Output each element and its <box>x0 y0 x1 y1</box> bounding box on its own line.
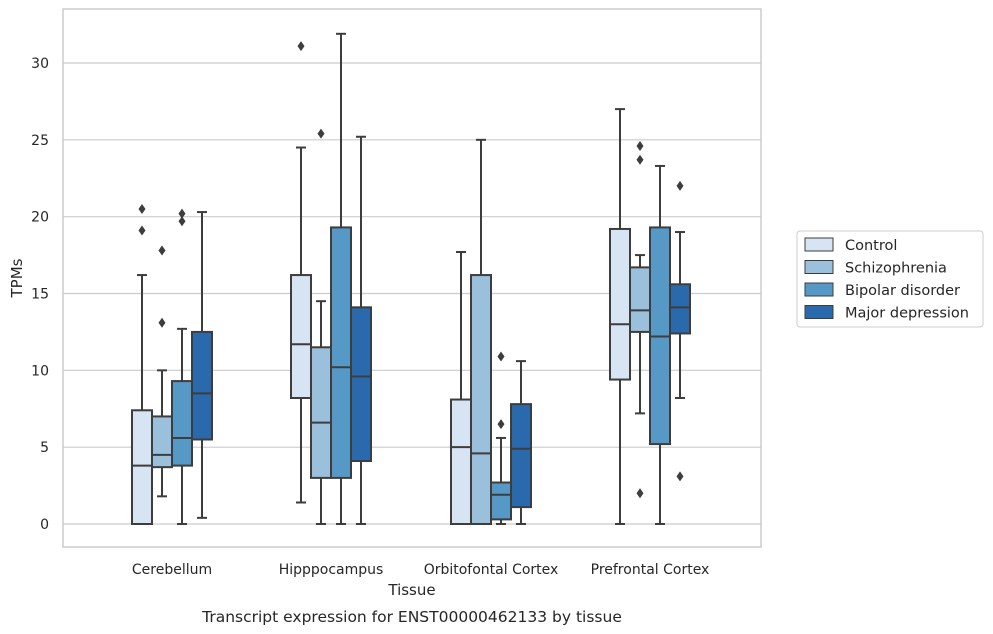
legend-label: Bipolar disorder <box>845 283 960 299</box>
outlier-diamond <box>158 245 166 256</box>
outlier-diamond <box>317 128 325 139</box>
outlier-diamond <box>636 488 644 499</box>
x-tick-label: Cerebellum <box>132 562 212 578</box>
x-tick-labels: Cerebellum Hipppocampus Orbitofontal Corte… <box>132 562 709 578</box>
outlier-diamond <box>158 317 166 328</box>
x-tick-label: Hipppocampus <box>279 562 384 578</box>
y-tick-label: 25 <box>31 133 49 149</box>
outlier-diamond <box>178 208 186 219</box>
outlier-diamond <box>138 203 146 214</box>
box-series <box>131 32 691 525</box>
y-tick-label: 10 <box>31 363 49 379</box>
box-iqr <box>629 266 651 333</box>
box-3-0 <box>609 108 631 525</box>
box-1-2 <box>330 32 352 525</box>
legend: Control Schizophrenia Bipolar disorder Majo… <box>796 230 984 328</box>
outlier-diamond <box>497 419 505 430</box>
x-axis-label: Tissue <box>387 581 435 599</box>
y-tick-labels: 0 5 10 15 20 25 30 <box>31 56 49 533</box>
box-2-0 <box>450 251 472 525</box>
box-iqr <box>131 409 153 525</box>
y-tick-label: 30 <box>31 56 49 72</box>
legend-swatch <box>804 260 834 274</box>
box-iqr <box>609 227 631 381</box>
box-iqr <box>470 274 492 525</box>
outlier-diamond <box>636 140 644 151</box>
outlier-diamond <box>178 216 186 227</box>
outlier-diamond <box>497 351 505 362</box>
legend-swatch <box>804 305 834 319</box>
box-3-2 <box>649 164 671 525</box>
outlier-diamond <box>676 471 684 482</box>
box-iqr <box>290 274 312 399</box>
legend-label: Control <box>845 238 897 254</box>
box-iqr <box>310 346 332 479</box>
x-tick-label: Prefrontal Cortex <box>591 562 710 578</box>
y-tick-label: 15 <box>31 287 49 303</box>
legend-swatch <box>804 282 834 297</box>
box-0-3 <box>191 211 213 519</box>
box-iqr <box>510 403 532 509</box>
outlier-diamond <box>676 180 684 191</box>
box-iqr <box>330 226 352 479</box>
legend-entries: Control Schizophrenia Bipolar disorder Majo… <box>804 237 969 322</box>
box-iqr <box>450 398 472 525</box>
y-axis-label: TPMs <box>8 258 26 298</box>
box-iqr <box>669 283 691 335</box>
legend-label: Major depression <box>845 306 969 322</box>
box-2-2 <box>490 351 512 525</box>
legend-swatch <box>804 237 834 252</box>
box-2-1 <box>470 138 492 525</box>
plot-frame <box>62 8 762 548</box>
outlier-diamond <box>138 225 146 236</box>
box-0-1 <box>151 245 173 498</box>
y-tick-label: 20 <box>31 210 49 226</box>
box-iqr <box>151 415 173 469</box>
chart-caption: Transcript expression for ENST0000046213… <box>201 608 622 626</box>
legend-label: Schizophrenia <box>845 261 947 277</box>
legend-frame <box>796 230 984 328</box>
box-iqr <box>490 481 512 521</box>
outlier-diamond <box>297 41 305 52</box>
box-0-0 <box>131 203 153 525</box>
box-3-3 <box>669 180 691 482</box>
box-iqr <box>350 306 372 462</box>
x-tick-label: Orbitofontal Cortex <box>424 562 559 578</box>
box-iqr <box>171 380 193 467</box>
box-1-3 <box>350 135 372 525</box>
box-iqr <box>191 330 213 441</box>
box-2-3 <box>510 360 532 525</box>
box-1-0 <box>290 41 312 504</box>
y-tick-label: 5 <box>40 440 49 456</box>
y-tick-label: 0 <box>40 517 49 533</box>
box-1-1 <box>310 128 332 525</box>
outlier-diamond <box>636 154 644 165</box>
